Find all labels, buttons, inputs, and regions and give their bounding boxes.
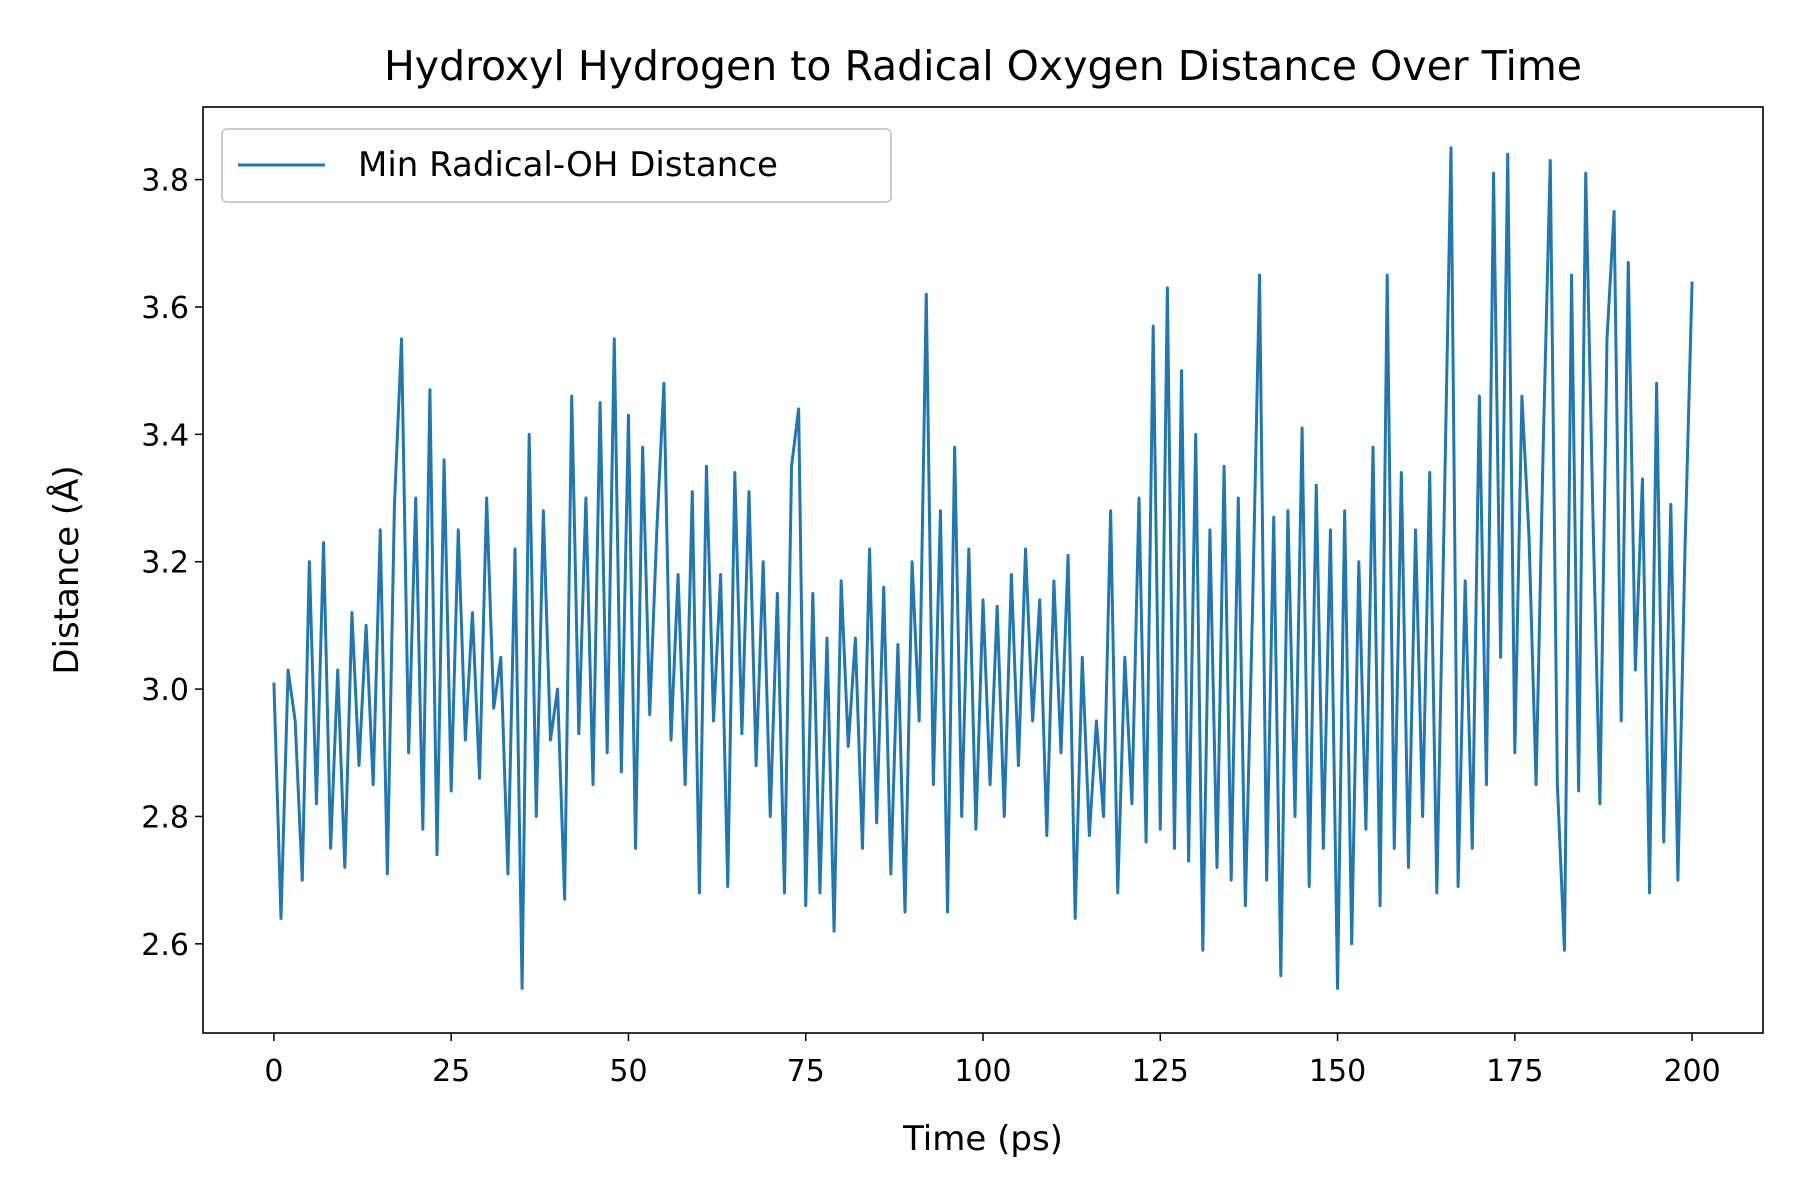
y-tick-label: 3.8 [141,164,189,199]
y-tick-label: 3.6 [141,291,189,326]
y-tick-label: 3.0 [141,673,189,708]
legend-box [221,128,892,203]
x-tick-label: 75 [787,1054,825,1089]
legend-label: Min Radical-OH Distance [358,145,778,185]
x-tick-label: 175 [1486,1054,1543,1089]
y-tick-label: 3.2 [141,546,189,581]
y-tick-label: 2.8 [141,800,189,835]
y-tick-label: 3.4 [141,418,189,453]
y-tick-label: 2.6 [141,928,189,963]
y-axis-label: Distance (Å) [46,465,87,674]
x-tick-label: 150 [1309,1054,1366,1089]
plot-frame [202,106,1764,1034]
chart-title: Hydroxyl Hydrogen to Radical Oxygen Dist… [384,42,1582,90]
x-tick-label: 50 [609,1054,647,1089]
x-axis-label: Time (ps) [902,1119,1063,1159]
data-line [272,146,1694,990]
x-tick-label: 0 [264,1054,283,1089]
x-tick-label: 25 [432,1054,470,1089]
x-tick-label: 100 [954,1054,1011,1089]
x-tick-label: 125 [1132,1054,1189,1089]
x-tick-label: 200 [1663,1054,1720,1089]
